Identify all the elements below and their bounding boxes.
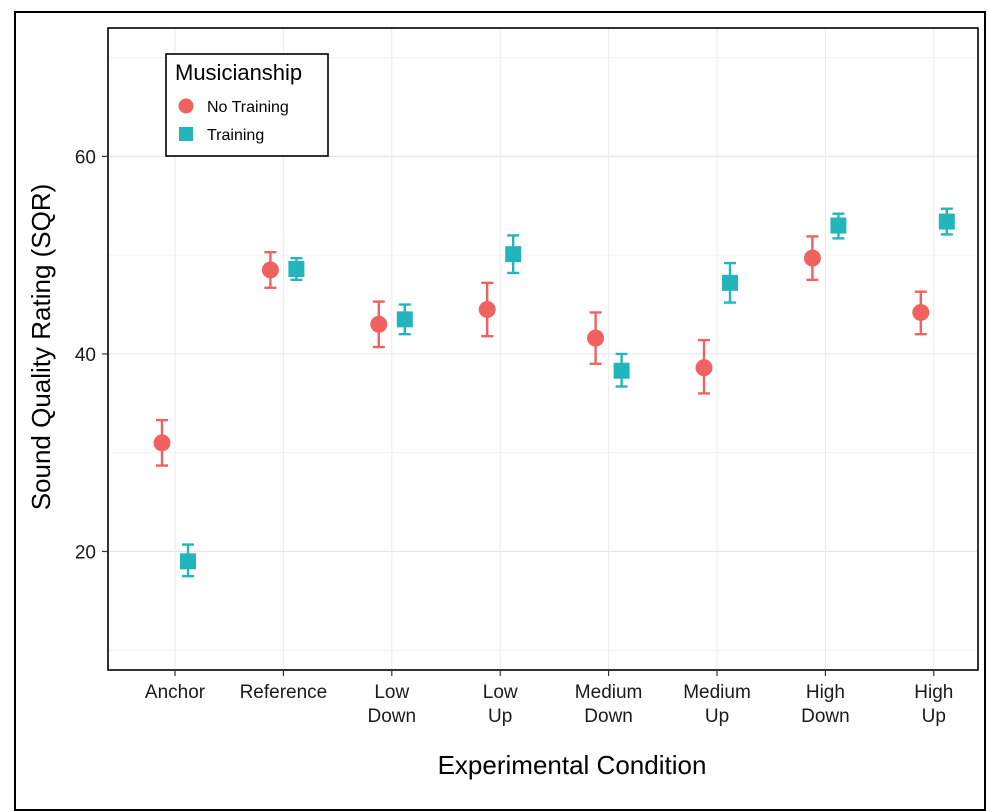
- data-point: [830, 217, 847, 234]
- data-point: [396, 311, 413, 328]
- y-axis-title: Sound Quality Rating (SQR): [26, 184, 56, 511]
- plot-panel: [107, 27, 979, 671]
- data-point: [261, 261, 279, 279]
- legend-items: No Training Training: [178, 98, 289, 144]
- x-tick-label: Medium: [575, 682, 643, 703]
- data-point: [288, 260, 305, 277]
- data-point: [370, 315, 388, 333]
- y-tick-label: 40: [75, 345, 96, 366]
- marks-layer: [153, 207, 955, 578]
- legend: Musicianship No Training Training: [165, 53, 329, 157]
- legend-key-square: [179, 127, 193, 141]
- x-tick-label: Anchor: [145, 682, 206, 703]
- legend-label: Training: [207, 127, 264, 144]
- x-axis-title: Experimental Condition: [438, 750, 707, 780]
- series-no-training: [153, 235, 930, 467]
- data-point: [613, 362, 630, 379]
- y-tick-label: 60: [75, 147, 96, 168]
- data-point: [722, 274, 738, 291]
- data-point: [478, 300, 496, 318]
- x-tick-label: Up: [922, 706, 946, 727]
- x-tick-label: Down: [801, 706, 850, 727]
- x-tick-label: Up: [488, 706, 512, 727]
- data-point: [153, 434, 171, 452]
- data-point: [180, 553, 196, 570]
- chart: 20 40 60 Anchor Reference Low Down Low Up Medium D…: [26, 27, 979, 780]
- data-point: [505, 246, 522, 263]
- series-training: [180, 207, 955, 578]
- legend-label: No Training: [207, 99, 289, 116]
- x-tick-label: Up: [705, 706, 729, 727]
- axis-layer: 20 40 60 Anchor Reference Low Down Low Up Medium D…: [75, 147, 953, 727]
- x-tick-label: High: [914, 682, 953, 703]
- x-tick-label: Low: [374, 682, 409, 703]
- data-point: [695, 359, 713, 377]
- data-point: [803, 249, 821, 267]
- x-tick-label: Down: [368, 706, 417, 727]
- x-tick-label: Reference: [240, 682, 328, 703]
- y-tick-label: 20: [75, 542, 96, 563]
- x-tick-label: Medium: [683, 682, 751, 703]
- legend-key-circle: [178, 98, 194, 114]
- data-point: [938, 213, 955, 230]
- x-tick-label: Low: [483, 682, 518, 703]
- data-point: [587, 329, 605, 347]
- x-tick-label: Down: [584, 706, 633, 727]
- x-tick-label: High: [806, 682, 845, 703]
- data-point: [912, 303, 930, 321]
- legend-title: Musicianship: [175, 60, 302, 85]
